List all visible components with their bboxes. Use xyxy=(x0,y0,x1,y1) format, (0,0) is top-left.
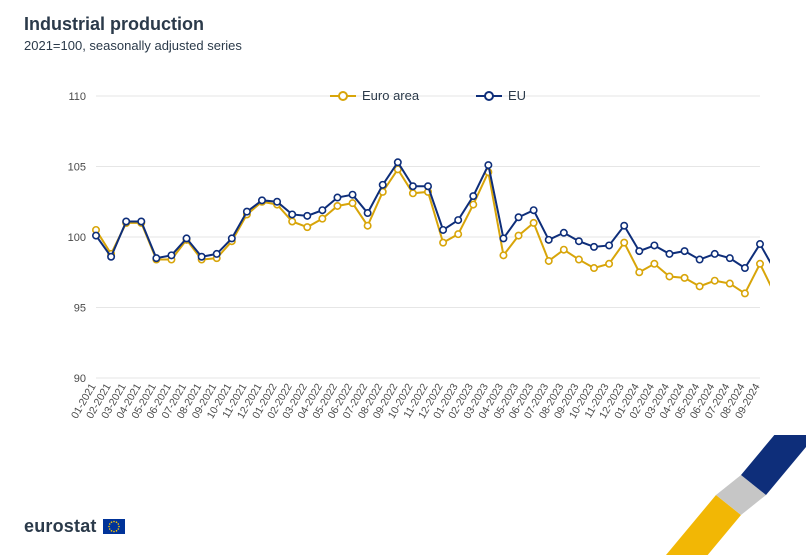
eurostat-logo-text: eurostat xyxy=(24,516,97,537)
svg-text:90: 90 xyxy=(74,373,86,385)
line-chart: 909510010511001-202102-202103-202104-202… xyxy=(50,78,770,448)
svg-text:105: 105 xyxy=(68,162,86,174)
corner-decoration xyxy=(646,435,806,555)
svg-text:110: 110 xyxy=(68,91,86,103)
svg-text:Euro area: Euro area xyxy=(362,88,420,103)
svg-text:100: 100 xyxy=(68,232,86,244)
chart-title: Industrial production xyxy=(24,14,204,35)
chart-subtitle: 2021=100, seasonally adjusted series xyxy=(24,38,242,53)
eu-flag-icon xyxy=(103,519,125,534)
eurostat-logo: eurostat xyxy=(24,516,125,537)
svg-text:95: 95 xyxy=(74,303,86,315)
svg-text:EU: EU xyxy=(508,88,526,103)
